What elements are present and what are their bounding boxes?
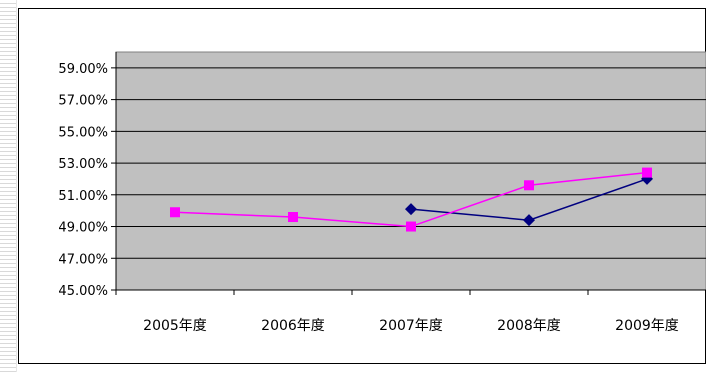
slide-edge-decoration: [0, 0, 17, 372]
y-tick-label: 49.00%: [58, 221, 108, 236]
y-tick-label: 57.00%: [58, 94, 108, 109]
line-chart: 45.00% 47.00% 49.00% 51.00% 53.00% 55.00% 57.0…: [58, 51, 706, 334]
y-tick-label: 51.00%: [58, 189, 108, 204]
data-point-square: [642, 167, 652, 178]
x-tick-label: 2009年度: [615, 318, 679, 334]
y-tick-label: 45.00%: [58, 284, 108, 299]
y-tick-label: 59.00%: [58, 62, 108, 77]
plot-area: [115, 51, 706, 291]
x-tick-label: 2007年度: [379, 318, 443, 334]
x-tick-label: 2008年度: [497, 318, 561, 334]
x-tick-label: 2005年度: [143, 318, 207, 334]
data-point-diamond: [523, 214, 535, 227]
data-point-square: [170, 207, 180, 218]
x-tick-label: 2006年度: [261, 318, 325, 334]
data-point-diamond: [405, 203, 417, 216]
y-tick-label: 55.00%: [58, 125, 108, 140]
data-point-square: [406, 221, 416, 232]
y-tick-label: 47.00%: [58, 252, 108, 267]
data-point-square: [288, 212, 298, 223]
y-tick-label: 53.00%: [58, 157, 108, 172]
data-point-square: [524, 180, 534, 191]
